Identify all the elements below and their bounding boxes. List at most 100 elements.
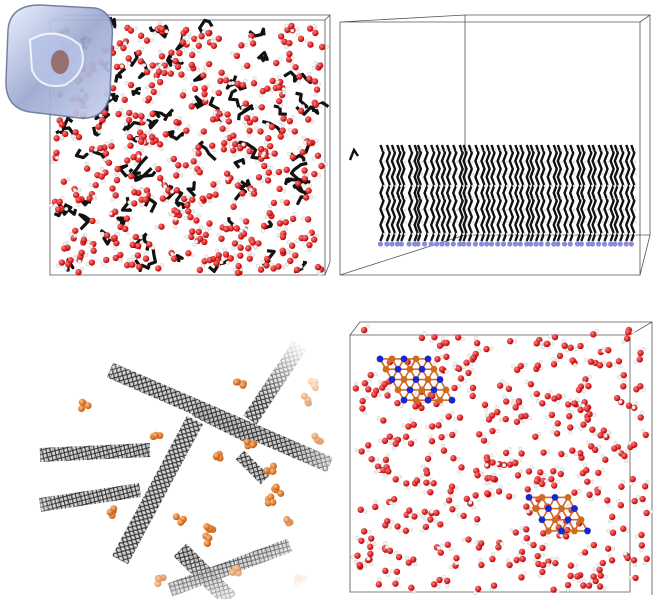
hydrogen [634, 534, 639, 539]
oxygen [408, 584, 415, 591]
hydrogen [151, 245, 156, 250]
hydrogen [433, 519, 438, 524]
hydrogen [366, 556, 371, 561]
hydrogen [435, 347, 440, 352]
oxygen [515, 399, 523, 406]
oxygen [564, 581, 572, 589]
hydrogen [462, 232, 466, 236]
hydrogen [130, 237, 135, 242]
hydrogen [455, 208, 459, 212]
hydrogen [512, 494, 517, 499]
hydrogen [248, 187, 253, 192]
hydrogen [484, 196, 487, 200]
hydrogen [381, 461, 386, 466]
hydrogen [572, 196, 576, 200]
oxygen [422, 523, 430, 531]
hydrogen [583, 172, 587, 176]
hydrogen [450, 411, 455, 416]
hydrogen [444, 369, 449, 374]
hydrogen [498, 417, 503, 422]
oxygen [569, 357, 576, 364]
oxygen [566, 413, 573, 420]
oxygen [176, 49, 183, 57]
hydrogen [150, 99, 155, 104]
oxygen [113, 176, 121, 184]
carbon-chain [61, 203, 73, 216]
hydrogen [264, 215, 269, 220]
oxygen [305, 187, 312, 194]
hydrogen [206, 83, 211, 88]
hydrogen [185, 40, 190, 45]
hydrogen [80, 266, 85, 271]
alkyl-chain [440, 144, 447, 242]
hydrogen [278, 120, 283, 125]
hydrogen [509, 528, 514, 533]
oxygen [352, 385, 360, 392]
hydrogen [502, 463, 507, 468]
hydrogen [283, 133, 288, 138]
hydrogen [606, 430, 611, 435]
hydrogen [429, 339, 434, 344]
hydrogen [310, 119, 315, 124]
hydrogen [607, 232, 610, 236]
hydrogen [478, 172, 481, 176]
hydrogen [143, 251, 148, 256]
oxygen [281, 38, 288, 46]
cluster-atom [571, 527, 578, 535]
oxygen [625, 402, 633, 409]
oxygen [367, 371, 374, 379]
hydrogen [602, 586, 607, 591]
oxygen [223, 170, 231, 177]
oxygen [121, 96, 128, 103]
hydrogen [494, 148, 497, 152]
oxygen [539, 561, 547, 569]
hydrogen [411, 148, 415, 152]
hydrogen [628, 232, 632, 236]
oxygen [596, 583, 604, 590]
hydrogen [538, 184, 542, 188]
oxygen [449, 506, 456, 513]
oxygen [120, 44, 127, 52]
hydrogen [641, 387, 646, 392]
oxygen [287, 257, 294, 265]
hydrogen [383, 160, 386, 164]
hydrogen [640, 410, 645, 415]
hydrogen [455, 160, 459, 164]
hydrogen [489, 232, 493, 236]
oxygen [252, 116, 259, 123]
oxygen [591, 446, 599, 454]
hydrogen [393, 551, 398, 556]
oxygen [483, 345, 490, 353]
hydrogen [584, 357, 589, 362]
hydrogen [295, 27, 300, 32]
oxygen [361, 380, 369, 387]
hydrogen [389, 196, 393, 200]
hydrogen [278, 103, 283, 108]
oxygen [200, 128, 207, 135]
hydrogen [243, 227, 248, 232]
oxygen [80, 236, 88, 244]
hydrogen [575, 397, 580, 402]
oxygen [585, 582, 593, 589]
hydrogen [60, 195, 65, 200]
hydrogen [388, 500, 393, 505]
hydrogen [441, 575, 446, 580]
hydrogen [543, 184, 547, 188]
oxygen [263, 255, 271, 263]
hydrogen [377, 438, 382, 443]
hydrogen [254, 104, 259, 109]
hydrogen [551, 357, 556, 362]
hydrogen [577, 401, 582, 406]
hydrogen [617, 375, 622, 380]
hydrogen [544, 479, 549, 484]
hydrogen [196, 37, 201, 42]
hydrogen [125, 130, 130, 135]
hydrogen [550, 184, 554, 188]
hydrogen [621, 339, 626, 344]
hydrogen [439, 172, 443, 176]
oxygen [125, 116, 133, 124]
hydrogen [606, 503, 611, 508]
hydrogen [506, 172, 509, 176]
hydrogen [73, 256, 78, 261]
hydrogen [254, 126, 259, 131]
